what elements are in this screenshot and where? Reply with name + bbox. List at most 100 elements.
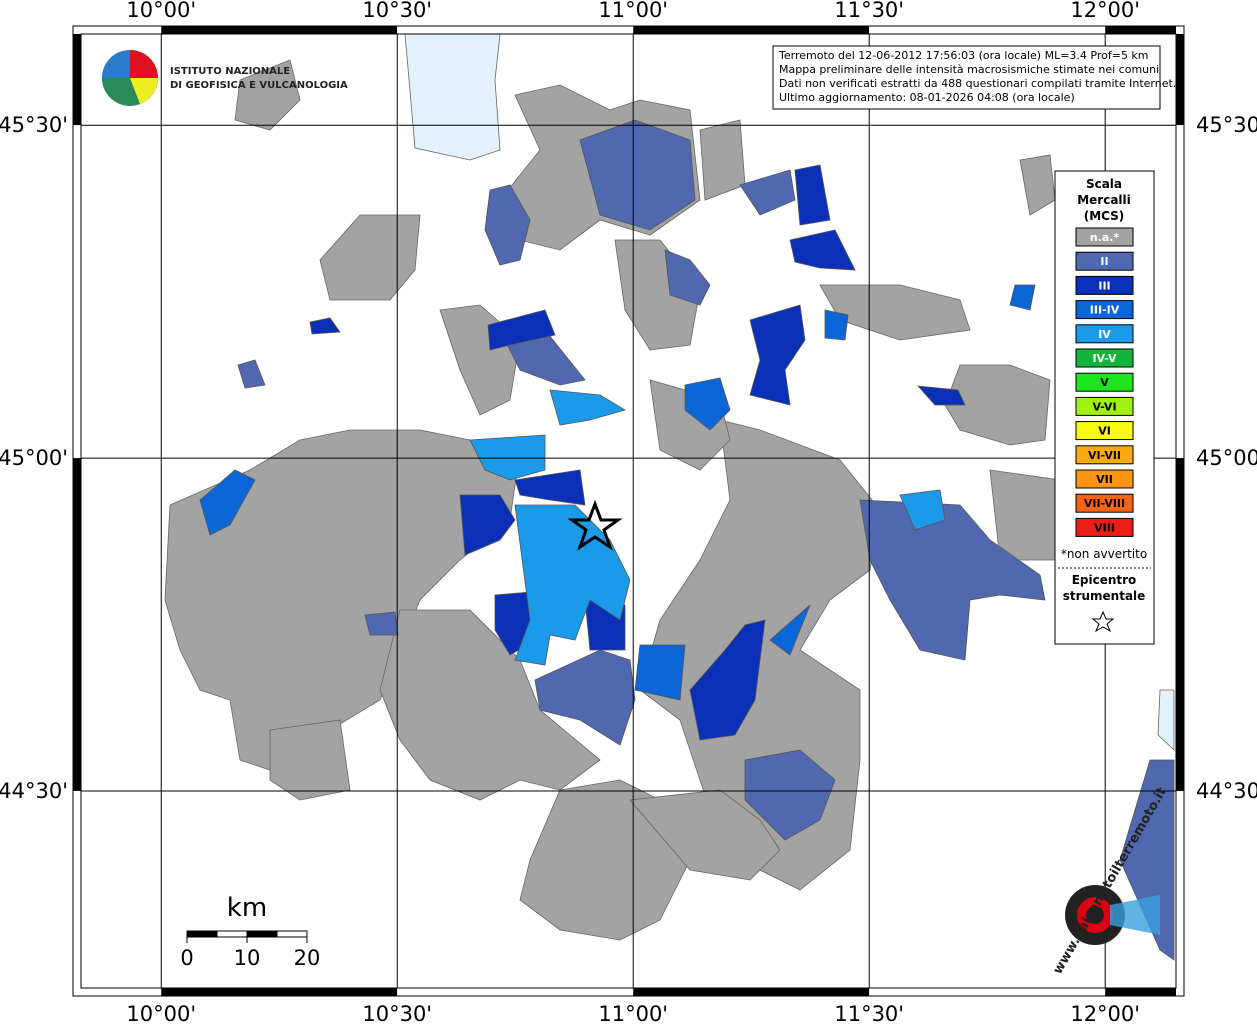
lon-label: 11°00'	[598, 0, 668, 22]
area	[629, 789, 781, 881]
info-line: Mappa preliminare delle intensità macros…	[779, 63, 1159, 76]
area	[634, 644, 686, 701]
lake	[404, 33, 501, 161]
area	[484, 184, 531, 266]
area	[487, 309, 556, 351]
scale-label: 10	[234, 946, 261, 970]
area	[579, 119, 696, 231]
area	[739, 169, 796, 216]
info-line: Terremoto del 12-06-2012 17:56:03 (ora l…	[778, 49, 1149, 62]
legend-swatch	[1075, 251, 1134, 271]
legend-swatch	[1075, 324, 1134, 344]
scale-segment	[216, 930, 248, 938]
area	[824, 309, 849, 341]
municipalities	[164, 33, 1175, 961]
legend-swatch	[1075, 300, 1134, 320]
legend-label: V	[1100, 376, 1109, 389]
frame-bar	[633, 26, 870, 34]
lon-label: 10°00'	[126, 0, 196, 22]
area	[794, 164, 831, 226]
lake	[1157, 689, 1175, 751]
legend-swatch	[1075, 396, 1134, 416]
legend-swatch	[1075, 275, 1134, 295]
legend-title: (MCS)	[1084, 209, 1125, 223]
scale-unit: km	[227, 893, 267, 923]
logo-segment	[102, 50, 130, 78]
area	[469, 434, 546, 481]
lon-label: 12°00'	[1070, 1002, 1140, 1024]
area	[664, 249, 711, 306]
logo-text: DI GEOFISICA E VULCANOLOGIA	[170, 80, 348, 91]
legend-label: VII-VIII	[1084, 497, 1125, 510]
legend-swatch	[1075, 517, 1134, 537]
lat-label: 45°00'	[1196, 446, 1257, 470]
area	[199, 469, 256, 536]
frame-bar	[161, 988, 398, 996]
lon-label: 10°30'	[362, 0, 432, 22]
legend-swatch	[1075, 445, 1134, 465]
lat-label: 45°30'	[0, 113, 68, 137]
lat-label: 45°00'	[0, 446, 68, 470]
frame-bar	[633, 988, 870, 996]
frame-bar	[73, 34, 81, 126]
legend-title: Mercalli	[1077, 193, 1131, 207]
lon-label: 11°00'	[598, 1002, 668, 1024]
ingv-logo: ISTITUTO NAZIONALE DI GEOFISICA E VULCAN…	[102, 50, 348, 106]
area	[237, 359, 266, 389]
frame-bar	[1176, 34, 1184, 126]
area	[769, 604, 811, 656]
legend-epicenter: Epicentro	[1072, 573, 1137, 587]
area	[269, 719, 351, 801]
area	[549, 389, 626, 426]
frame-bar	[73, 790, 81, 988]
legend-swatch	[1075, 493, 1134, 513]
legend-label: V-VI	[1092, 400, 1116, 413]
area	[789, 229, 856, 271]
legend-swatch	[1075, 372, 1134, 392]
area	[744, 749, 836, 841]
frame-bar	[397, 26, 634, 34]
lon-label: 10°30'	[362, 1002, 432, 1024]
logo-segment	[130, 50, 158, 78]
lon-label: 11°30'	[834, 0, 904, 22]
legend: ScalaMercalli(MCS)n.a.*IIIIIIII-IVIVIV-V…	[1058, 177, 1151, 633]
legend-label: IV	[1098, 328, 1111, 341]
frame-bar	[73, 458, 81, 791]
logo-text: ISTITUTO NAZIONALE	[170, 66, 290, 77]
area	[917, 385, 966, 406]
epicenter-star	[567, 499, 623, 551]
legend-note: *non avvertito	[1061, 547, 1147, 561]
area	[459, 494, 516, 556]
area	[1009, 284, 1036, 311]
scale-bar: km 0 10 20	[180, 893, 320, 970]
frame-bar	[1105, 26, 1176, 34]
info-box	[772, 45, 1161, 110]
area	[234, 59, 301, 131]
legend-epicenter: strumentale	[1063, 589, 1146, 603]
frame-bar	[1176, 125, 1184, 459]
legend-swatch	[1075, 227, 1134, 247]
map-frame	[80, 33, 1177, 989]
frame-bar	[81, 988, 162, 996]
logo-segment	[130, 78, 158, 104]
legend-label: VI	[1098, 425, 1111, 438]
area	[534, 649, 636, 746]
info-line: Dati non verificati estratti da 488 ques…	[779, 77, 1176, 90]
area	[319, 214, 421, 301]
legend-label: VIII	[1094, 521, 1115, 534]
area	[1119, 759, 1175, 961]
legend-label: VII	[1096, 473, 1113, 486]
legend-swatch	[1075, 421, 1134, 441]
lat-label: 44°30'	[0, 779, 68, 803]
lat-label: 44°30'	[1196, 779, 1257, 803]
scale-label: 0	[180, 946, 193, 970]
logo-beam	[1110, 895, 1160, 935]
info-line: Ultimo aggiornamento: 08-01-2026 04:08 (…	[779, 91, 1075, 104]
scale-segment	[246, 930, 278, 938]
frame-bar	[81, 26, 162, 34]
area	[899, 489, 946, 531]
area	[859, 499, 1046, 661]
area	[684, 377, 731, 431]
legend-title: Scala	[1086, 177, 1122, 191]
